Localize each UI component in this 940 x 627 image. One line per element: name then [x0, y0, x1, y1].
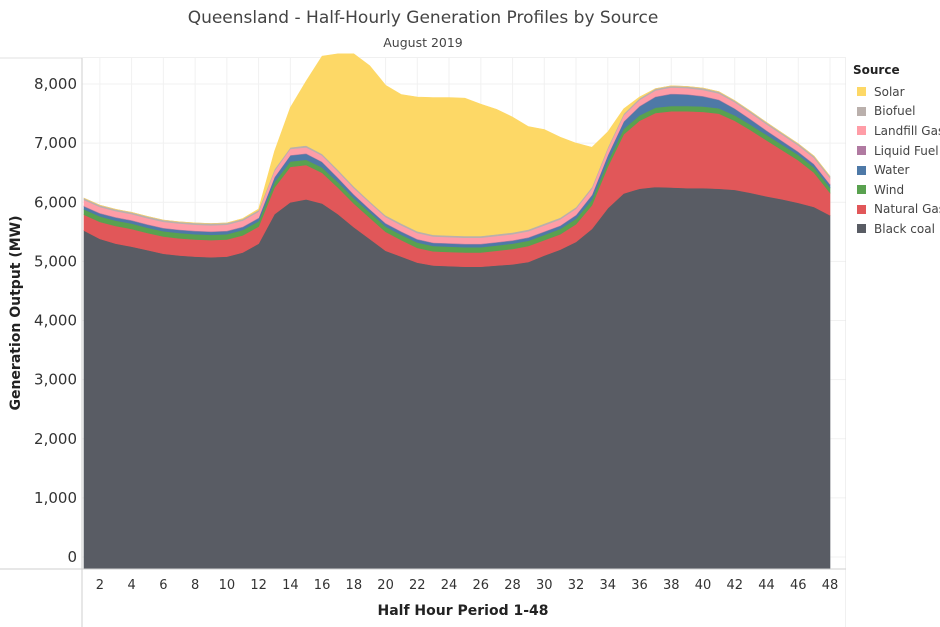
x-tick-label: 30 [536, 578, 553, 593]
legend-label: Landfill Gas [874, 123, 940, 138]
x-tick-label: 36 [631, 578, 648, 593]
legend-item-liquid-fuel[interactable]: Liquid Fuel [853, 141, 940, 161]
area-chart: 0 1,000 2,000 3,000 4,000 5,000 6,000 7,000 8,00… [0, 53, 846, 627]
y-tick-label: 6,000 [34, 193, 77, 211]
x-tick-label: 28 [504, 578, 521, 593]
legend: Source Solar Biofuel Landfill Gas Liquid Fu… [853, 63, 940, 239]
x-tick-label: 38 [663, 578, 680, 593]
legend-label: Natural Gas [874, 202, 940, 217]
x-tick-label: 8 [191, 578, 199, 593]
y-tick-label: 5,000 [34, 252, 77, 270]
legend-label: Biofuel [874, 104, 916, 119]
legend-label: Liquid Fuel [874, 143, 939, 158]
legend-item-water[interactable]: Water [853, 160, 940, 180]
x-tick-label: 46 [790, 578, 807, 593]
y-tick-label: 7,000 [34, 134, 77, 152]
y-tick-label: 0 [67, 548, 77, 566]
chart-subtitle: August 2019 [383, 35, 463, 50]
x-tick-label: 24 [441, 578, 458, 593]
x-tick-label: 44 [758, 578, 775, 593]
x-tick-labels: 2 4 6 8 10 12 14 16 18 20 22 24 26 28 30 32 34 36 38 40 42 44… [96, 578, 839, 593]
x-tick-label: 42 [726, 578, 743, 593]
x-tick-label: 40 [695, 578, 712, 593]
x-tick-label: 26 [473, 578, 490, 593]
x-tick-label: 18 [346, 578, 363, 593]
x-tick-label: 10 [219, 578, 236, 593]
chart-title: Queensland - Half-Hourly Generation Prof… [187, 8, 659, 28]
legend-swatch [857, 146, 866, 156]
y-tick-label: 4,000 [34, 312, 77, 330]
legend-swatch [857, 185, 866, 195]
y-axis-label: Generation Output (MW) [8, 215, 24, 410]
y-tick-label: 8,000 [34, 75, 77, 93]
legend-label: Black coal [874, 221, 935, 236]
legend-item-natural-gas[interactable]: Natural Gas [853, 200, 940, 220]
y-tick-labels: 0 1,000 2,000 3,000 4,000 5,000 6,000 7,000 8,00… [34, 75, 77, 566]
x-tick-label: 16 [314, 578, 331, 593]
legend-swatch [857, 87, 866, 97]
legend-swatch [857, 165, 866, 175]
x-tick-label: 22 [409, 578, 426, 593]
legend-swatch [857, 224, 866, 234]
x-tick-label: 14 [282, 578, 299, 593]
x-tick-label: 48 [822, 578, 839, 593]
legend-item-solar[interactable]: Solar [853, 82, 940, 102]
legend-swatch [857, 126, 866, 136]
x-tick-label: 34 [600, 578, 617, 593]
x-tick-label: 4 [127, 578, 135, 593]
legend-item-landfill-gas[interactable]: Landfill Gas [853, 121, 940, 141]
area-solar[interactable] [83, 53, 831, 237]
legend-item-black-coal[interactable]: Black coal [853, 219, 940, 239]
legend-item-biofuel[interactable]: Biofuel [853, 102, 940, 122]
x-tick-label: 32 [568, 578, 585, 593]
legend-item-wind[interactable]: Wind [853, 180, 940, 200]
legend-items: Solar Biofuel Landfill Gas Liquid Fuel Water… [853, 82, 940, 239]
legend-label: Water [874, 163, 910, 178]
legend-label: Solar [874, 84, 905, 99]
x-tick-label: 12 [250, 578, 267, 593]
y-tick-label: 2,000 [34, 430, 77, 448]
legend-swatch [857, 106, 866, 116]
x-tick-label: 20 [377, 578, 394, 593]
legend-label: Wind [874, 182, 905, 197]
stacked-areas [83, 53, 831, 570]
x-axis-label: Half Hour Period 1-48 [377, 603, 548, 619]
x-tick-label: 2 [96, 578, 104, 593]
legend-swatch [857, 204, 866, 214]
legend-title: Source [853, 63, 900, 77]
y-tick-label: 3,000 [34, 371, 77, 389]
x-tick-label: 6 [159, 578, 167, 593]
y-tick-label: 1,000 [34, 489, 77, 507]
